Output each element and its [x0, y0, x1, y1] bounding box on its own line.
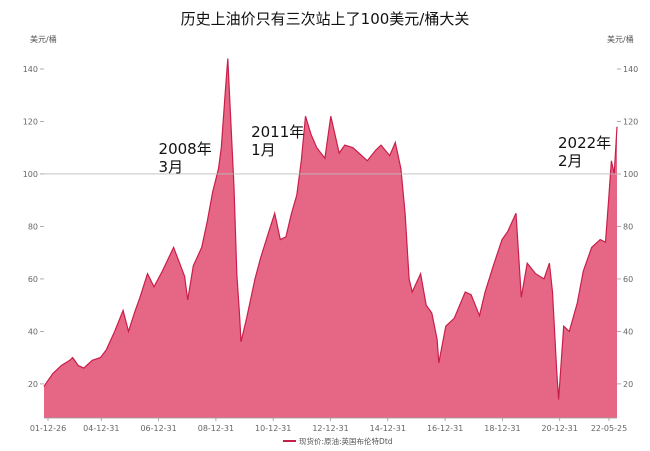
y-tick-left-100: 100: [23, 170, 38, 179]
annotation-1-month: 1月: [251, 141, 276, 159]
y-axis-right: 20 40 60 80 100 120 140: [617, 65, 638, 389]
y-tick-left-40: 40: [28, 327, 38, 336]
annotation-0-year: 2008年: [159, 140, 212, 158]
y-unit-left: 美元/桶: [30, 34, 57, 44]
x-axis: 01-12-26 04-12-31 06-12-31 08-12-31 10-12-31…: [30, 418, 627, 433]
annotation-2-year: 2022年: [558, 134, 611, 152]
chart-title: 历史上油价只有三次站上了100美元/桶大关: [181, 10, 470, 28]
x-tick-10-12-31: 10-12-31: [255, 424, 291, 433]
x-tick-16-12-31: 16-12-31: [427, 424, 463, 433]
y-tick-right-20: 20: [623, 380, 633, 389]
y-tick-left-140: 140: [23, 65, 38, 74]
x-tick-12-12-31: 12-12-31: [312, 424, 348, 433]
y-tick-right-120: 120: [623, 117, 638, 126]
x-tick-18-12-31: 18-12-31: [484, 424, 520, 433]
y-tick-right-140: 140: [623, 65, 638, 74]
x-tick-06-12-31: 06-12-31: [140, 424, 176, 433]
annotation-1-year: 2011年: [251, 123, 304, 141]
x-tick-04-12-31: 04-12-31: [83, 424, 119, 433]
y-unit-right: 美元/桶: [607, 34, 634, 44]
y-tick-left-80: 80: [28, 222, 38, 231]
x-tick-08-12-31: 08-12-31: [198, 424, 234, 433]
y-tick-right-60: 60: [623, 275, 633, 284]
brent-price-line: [43, 58, 618, 400]
x-tick-14-12-31: 14-12-31: [370, 424, 406, 433]
y-tick-left-120: 120: [23, 117, 38, 126]
annotation-2-month: 2月: [558, 152, 583, 170]
brent-price-area: [44, 58, 617, 418]
y-tick-left-20: 20: [28, 380, 38, 389]
x-tick-20-12-31: 20-12-31: [542, 424, 578, 433]
annotation-0-month: 3月: [159, 158, 184, 176]
x-tick-01-12-26: 01-12-26: [30, 424, 66, 433]
legend-label: 现货价:原油:英国布伦特Dtd: [299, 436, 393, 446]
y-tick-left-60: 60: [28, 275, 38, 284]
x-tick-22-05-25: 22-05-25: [591, 424, 627, 433]
y-tick-right-100: 100: [623, 170, 638, 179]
y-tick-right-80: 80: [623, 222, 633, 231]
y-axis-left: 20 40 60 80 100 120 140: [23, 65, 44, 389]
y-tick-right-40: 40: [623, 327, 633, 336]
legend: 现货价:原油:英国布伦特Dtd: [283, 436, 393, 446]
